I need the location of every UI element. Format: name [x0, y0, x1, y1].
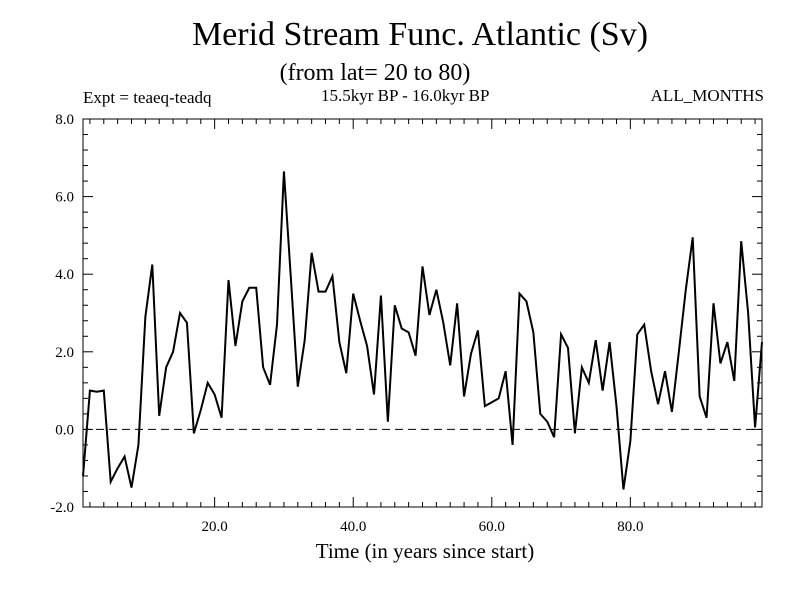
x-tick-label: 20.0	[202, 519, 228, 535]
experiment-label: Expt = teaeq-teadq	[83, 88, 212, 107]
y-tick-label: 2.0	[55, 345, 74, 361]
chart-title: Merid Stream Func. Atlantic (Sv)	[191, 16, 649, 53]
chart-subtitle: (from lat= 20 to 80)	[279, 60, 471, 86]
y-tick-label: 8.0	[55, 112, 74, 128]
series-line	[82, 171, 763, 490]
x-tick-label: 60.0	[479, 519, 505, 535]
x-tick-label: 80.0	[617, 519, 643, 535]
y-tick-label: -2.0	[50, 500, 74, 516]
x-axis-label: Time (in years since start)	[315, 539, 535, 563]
plot-frame	[82, 118, 763, 508]
months-label: ALL_MONTHS	[650, 86, 764, 105]
x-tick-label: 40.0	[340, 519, 366, 535]
y-tick-label: 6.0	[55, 190, 74, 206]
y-tick-label: 4.0	[55, 267, 74, 283]
period-label: 15.5kyr BP - 16.0kyr BP	[321, 86, 490, 105]
y-tick-label: 0.0	[55, 422, 74, 438]
